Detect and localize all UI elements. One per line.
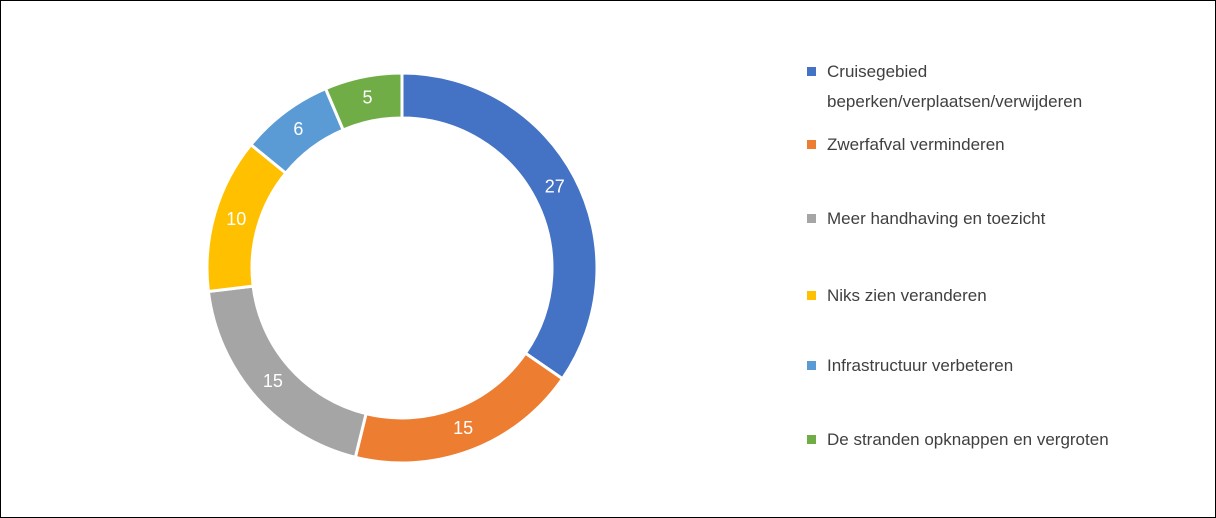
legend-label: Cruisegebied beperken/verplaatsen/verwij… xyxy=(827,62,1083,111)
donut-segment xyxy=(400,71,599,381)
donut-segment xyxy=(206,284,368,460)
legend-label: Meer handhaving en toezicht xyxy=(827,209,1046,228)
data-label: 27 xyxy=(545,177,565,197)
legend-swatch xyxy=(807,67,816,76)
donut-segment xyxy=(205,142,288,294)
legend-swatch xyxy=(807,291,816,300)
data-label: 5 xyxy=(362,88,372,108)
legend-label: De stranden opknappen en vergroten xyxy=(827,430,1109,449)
data-label: 15 xyxy=(453,418,473,438)
legend-swatch xyxy=(807,140,816,149)
legend-swatch xyxy=(807,435,816,444)
legend-label: Zwerfafval verminderen xyxy=(827,135,1005,154)
legend-swatch xyxy=(807,361,816,370)
legend-label: Infrastructuur verbeteren xyxy=(827,356,1014,375)
donut-segment xyxy=(353,351,565,465)
data-label: 10 xyxy=(226,209,246,229)
legend-item: Infrastructuur verbeteren xyxy=(807,351,1187,381)
donut-segment xyxy=(323,71,404,132)
legend-item: Niks zien veranderen xyxy=(807,281,1187,311)
legend-item: Zwerfafval verminderen xyxy=(807,130,1187,160)
legend-item: Meer handhaving en toezicht xyxy=(807,204,1187,234)
legend-item: Cruisegebied beperken/verplaatsen/verwij… xyxy=(807,57,1187,117)
data-label: 15 xyxy=(263,371,283,391)
plot: 27 15 15 10 6 5 xyxy=(205,71,599,465)
data-label: 6 xyxy=(293,119,303,139)
legend-swatch xyxy=(807,214,816,223)
legend-item: De stranden opknappen en vergroten xyxy=(807,425,1187,455)
legend-label: Niks zien veranderen xyxy=(827,286,987,305)
